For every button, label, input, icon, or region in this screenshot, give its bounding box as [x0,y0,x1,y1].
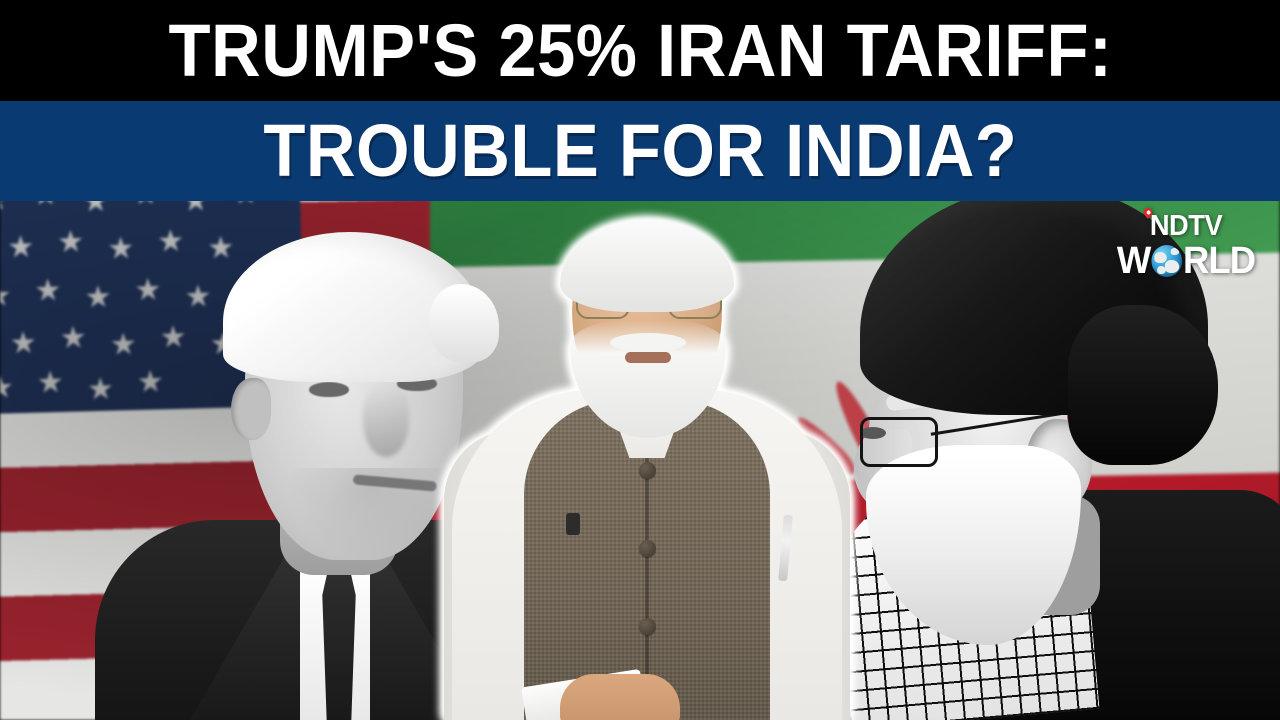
modi-jacket-button [639,462,656,479]
figure-khamenei [830,185,1280,720]
headline-line-2: TROUBLE FOR INDIA? [263,109,1017,192]
trump-eye-left [309,382,349,397]
logo-world-rld: RLD [1183,240,1256,282]
globe-icon [1151,245,1183,277]
logo-world-wordmark: W RLD [1116,240,1256,282]
trump-nose [363,385,409,457]
khamenei-glasses [852,409,1080,467]
ndtv-world-logo[interactable]: NDTV W RLD [1114,206,1258,282]
modi-hands [560,674,680,720]
khamenei-glasses-lens [860,417,938,467]
modi-mustache [610,333,686,352]
logo-ndtv-text: NDTV [1149,210,1223,242]
modi-lapel-microphone [566,513,580,535]
modi-lip [625,352,671,363]
modi-jacket-button [639,540,656,557]
trump-ear [231,378,271,440]
modi-hair [560,220,734,312]
headline-bar-secondary: TROUBLE FOR INDIA? [0,101,1280,201]
logo-world-w: W [1116,240,1151,282]
modi-jacket-button [639,618,656,635]
khamenei-turban [860,185,1218,465]
trump-tie [322,560,356,720]
modi-cutout [444,215,850,720]
modi-jacket-placket [645,420,649,720]
headline-bar-primary: TRUMP'S 25% IRAN TARIFF: [0,0,1280,101]
logo-ndtv-wordmark: NDTV [1118,206,1253,242]
headline-line-1: TRUMP'S 25% IRAN TARIFF: [168,8,1112,92]
figure-modi [444,215,850,720]
trump-hair [223,232,499,382]
